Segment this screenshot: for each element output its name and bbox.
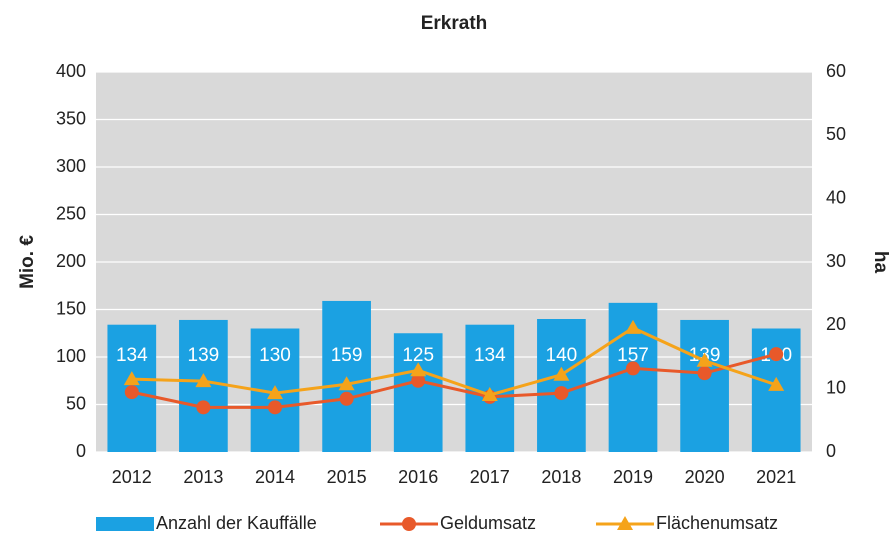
x-tick-label: 2015: [327, 467, 367, 487]
data-label: 139: [188, 345, 220, 366]
y-tick-label: 100: [56, 346, 86, 366]
data-label: 134: [116, 345, 148, 366]
y2-tick-label: 40: [826, 187, 846, 207]
marker: [196, 400, 211, 415]
x-tick-label: 2016: [398, 467, 438, 487]
y-tick-label: 350: [56, 108, 86, 128]
marker: [411, 373, 426, 388]
y2-tick-label: 10: [826, 377, 846, 397]
bar: [393, 333, 443, 452]
chart-title: Erkrath: [421, 13, 488, 34]
y2-tick-label: 0: [826, 441, 836, 461]
marker: [697, 366, 712, 381]
marker: [769, 347, 784, 362]
marker: [481, 387, 498, 401]
marker: [768, 376, 785, 391]
x-tick-label: 2017: [470, 467, 510, 487]
y2-tick-label: 30: [826, 251, 846, 271]
x-tick-label: 2019: [613, 467, 653, 487]
y-tick-label: 400: [56, 61, 86, 81]
y-tick-label: 200: [56, 251, 86, 271]
legend-marker: [402, 517, 416, 531]
legend-swatch: [96, 517, 154, 531]
y2-tick-label: 60: [826, 61, 846, 81]
x-tick-label: 2014: [255, 467, 295, 487]
bar: [680, 319, 729, 452]
y-tick-label: 50: [66, 393, 86, 413]
data-label: 130: [259, 345, 291, 366]
data-label: 134: [474, 345, 506, 366]
bar: [537, 319, 586, 452]
line: [131, 326, 777, 397]
legend-label: Flächenumsatz: [656, 513, 778, 533]
legend-label: Geldumsatz: [440, 513, 536, 533]
y2-tick-label: 50: [826, 124, 846, 144]
marker: [195, 373, 212, 388]
marker: [339, 391, 354, 406]
marker: [267, 385, 283, 400]
y-axis-title: Mio. €: [17, 235, 38, 289]
y-tick-label: 250: [56, 203, 86, 223]
marker: [123, 371, 140, 386]
marker: [626, 361, 640, 376]
x-tick-label: 2012: [112, 467, 152, 487]
marker: [268, 400, 282, 415]
marker: [124, 385, 139, 400]
legend-marker: [617, 516, 633, 530]
marker: [410, 362, 427, 377]
marker: [696, 352, 713, 367]
data-label: 125: [402, 345, 434, 366]
y2-axis-title: ha: [870, 251, 891, 274]
y-tick-label: 0: [76, 441, 86, 461]
x-tick-label: 2020: [685, 467, 725, 487]
y-tick-label: 150: [56, 298, 86, 318]
line: [131, 352, 777, 409]
x-tick-label: 2018: [541, 467, 581, 487]
x-tick-label: 2021: [756, 467, 796, 487]
data-label: 159: [331, 345, 363, 366]
marker: [338, 376, 355, 391]
legend-label: Anzahl der Kauffälle: [156, 513, 317, 533]
data-label: 157: [617, 345, 649, 366]
marker: [553, 366, 570, 381]
marker: [625, 319, 641, 334]
y2-tick-label: 20: [826, 314, 846, 334]
x-tick-label: 2013: [183, 467, 223, 487]
data-label: 140: [546, 345, 578, 366]
y-tick-label: 300: [56, 156, 86, 176]
marker: [554, 386, 569, 401]
